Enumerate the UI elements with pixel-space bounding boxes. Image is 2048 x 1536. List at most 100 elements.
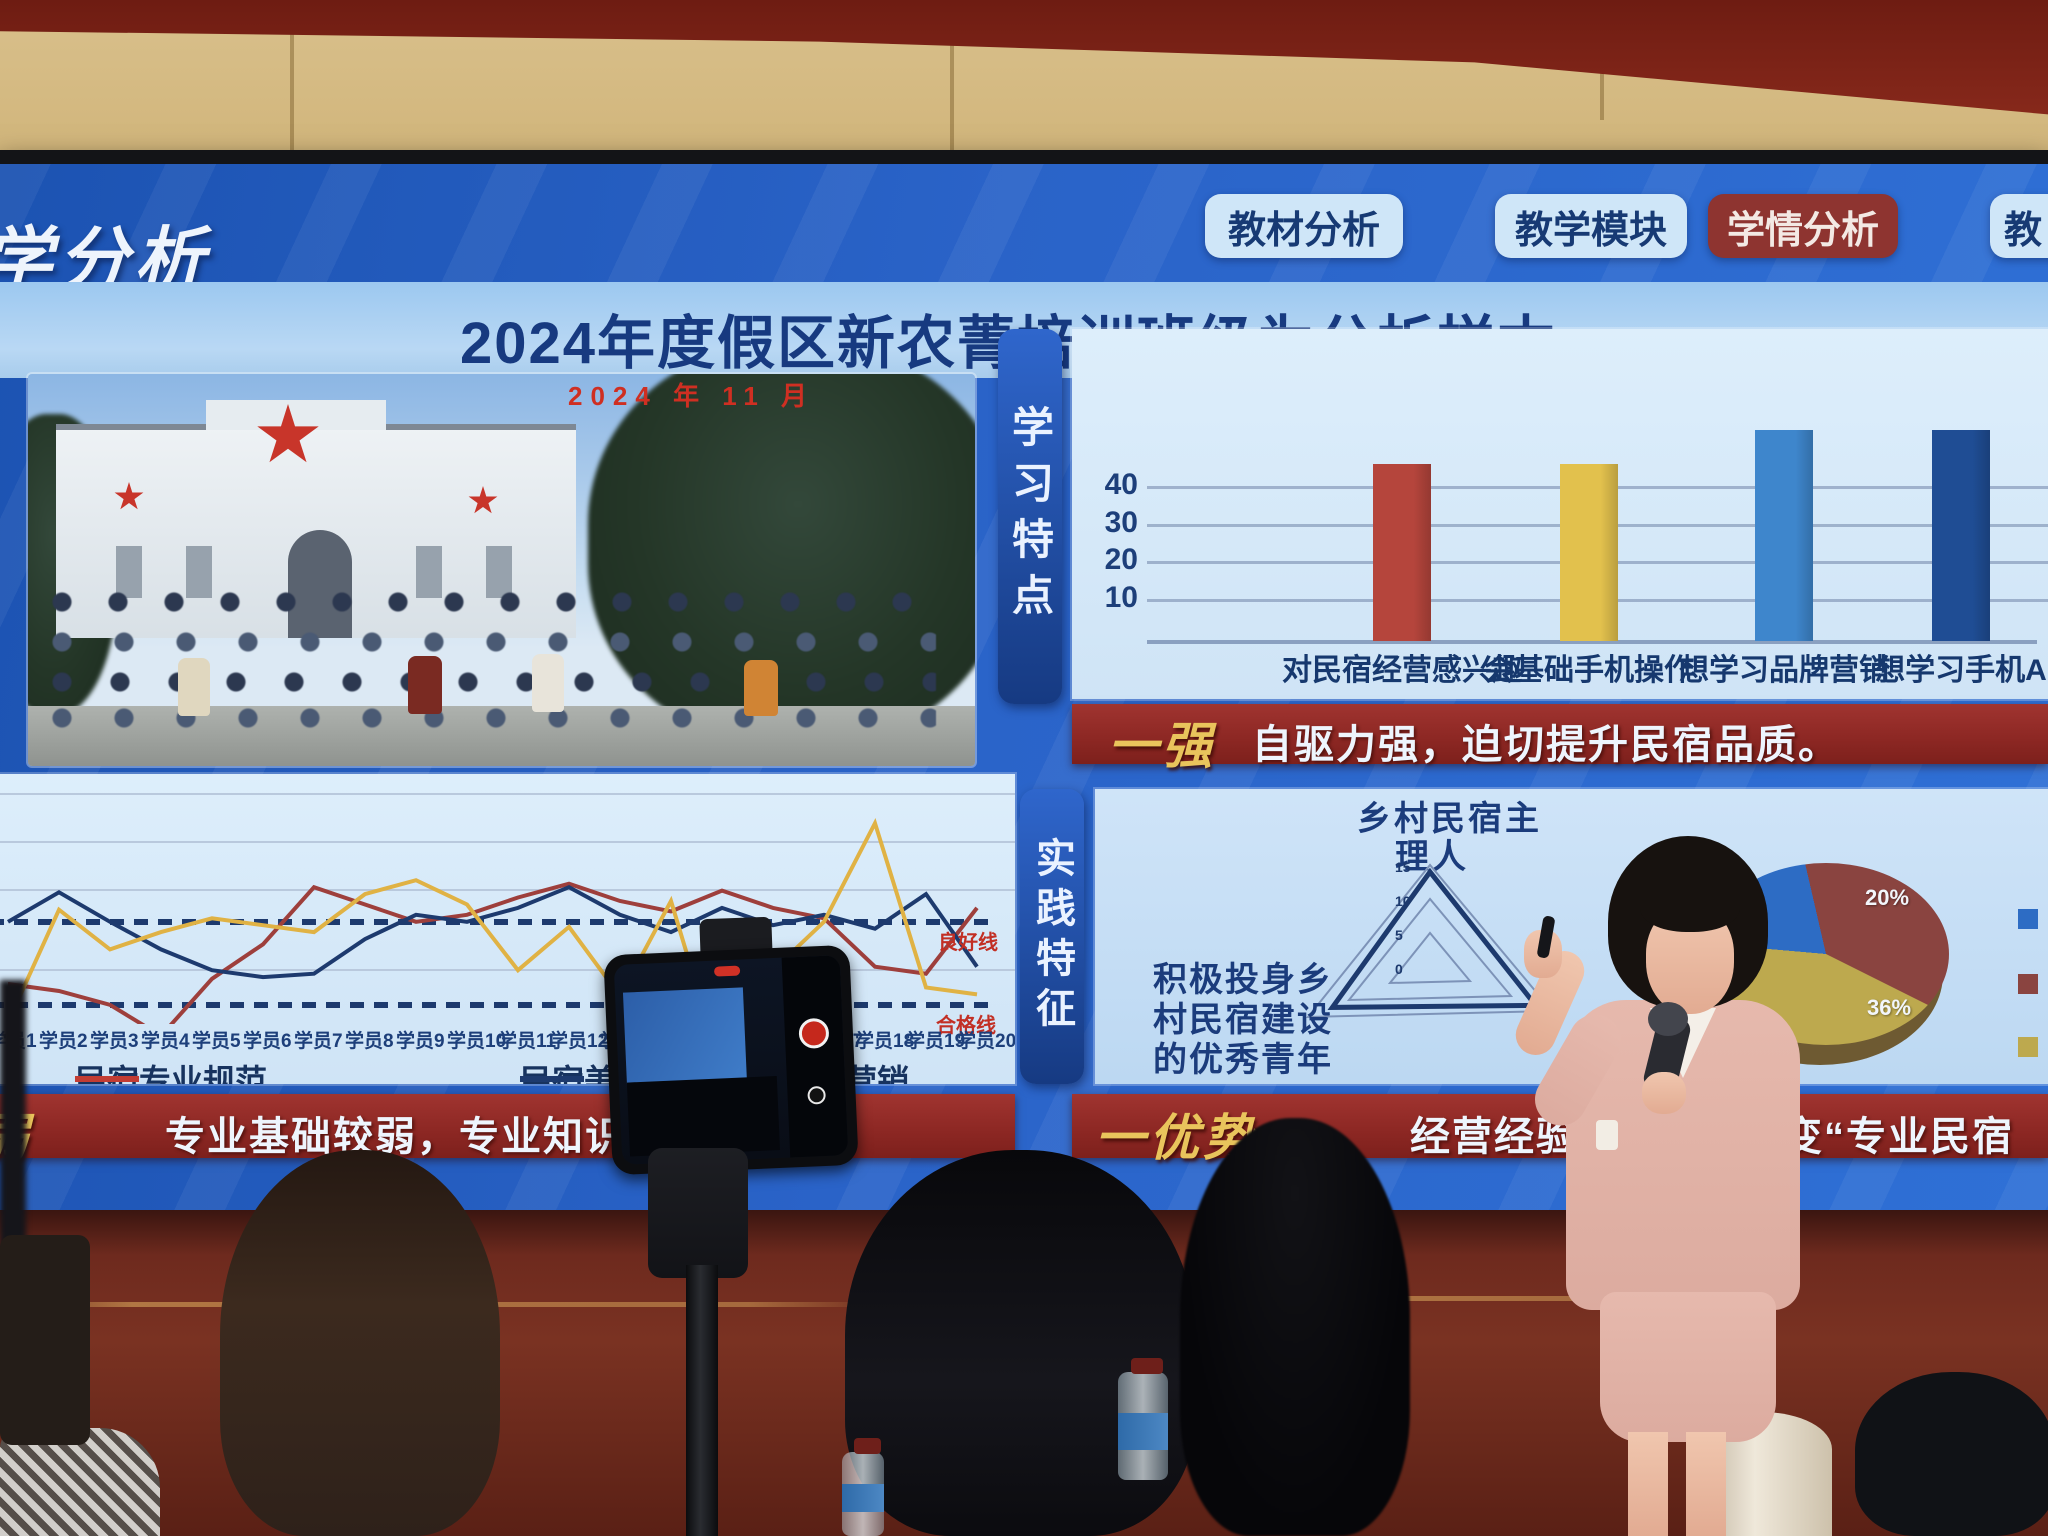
x-tick-label: 学员20 xyxy=(957,1031,1015,1052)
banner-weakness-text: 专业基础较弱，专业知识一知半解。 xyxy=(165,1115,837,1159)
presenter-leg xyxy=(1686,1432,1726,1536)
tab-partial[interactable]: 教 xyxy=(1990,194,2048,258)
presenter-left-hand xyxy=(1642,1072,1686,1114)
radar-tick-label: 15 xyxy=(1395,859,1411,875)
pie-legend-swatch-blue xyxy=(2018,909,2038,929)
bar-category-label: 对民宿经营感兴趣 xyxy=(1282,654,1522,687)
x-tick-label: 学员19 xyxy=(906,1031,966,1052)
pie-legend-swatch-yellow xyxy=(2018,1037,2038,1057)
audience-head-far-right xyxy=(1855,1372,2048,1536)
pie-legend-swatch-maroon xyxy=(2018,974,2038,994)
practice-side-text-3: 的优秀青年 xyxy=(1153,1041,1333,1079)
y-tick-label: 30 xyxy=(1104,506,1138,539)
line-chart-panel: 良好线 合格线 学员1学员2学员3学员4学员5学员6学员7学员8学员9学员10学… xyxy=(0,774,1015,1084)
x-tick-label: 学员18 xyxy=(855,1031,915,1052)
water-bottle xyxy=(1118,1358,1168,1480)
bar-baseline xyxy=(1147,640,2037,644)
audience-shoulder-houndstooth xyxy=(0,1428,160,1536)
bar-0 xyxy=(1373,464,1431,641)
radar-tick-label: 5 xyxy=(1395,927,1403,943)
legend-item: 民宿美学素养 xyxy=(520,1056,712,1084)
pass-line-label: 合格线 xyxy=(936,1015,996,1037)
wall-seam xyxy=(290,0,294,170)
presenter-leg xyxy=(1628,1432,1668,1536)
presenter-bangs xyxy=(1640,880,1740,932)
x-tick-label: 学员12 xyxy=(549,1031,609,1052)
legend-marker xyxy=(520,1076,584,1082)
group-photo: 2024 年 11 月 xyxy=(28,374,975,766)
photo-caption: 2024 年 11 月 xyxy=(568,381,815,411)
x-tick-label: 学员10 xyxy=(447,1031,507,1052)
radar-title-line1: 乡村民宿主 xyxy=(1357,800,1542,838)
wall-trim xyxy=(1250,1296,1670,1301)
audience-head-left xyxy=(220,1150,500,1536)
presenter-skirt xyxy=(1600,1292,1776,1442)
bar-category-label: 想学习品牌营销 xyxy=(1679,654,1889,687)
chair-back xyxy=(0,1235,90,1445)
radar-tick-label: 10 xyxy=(1395,893,1411,909)
radar-chart xyxy=(1305,863,1555,1019)
bottle-cap xyxy=(854,1438,882,1454)
pie-label-maroon: 36% xyxy=(1867,995,1912,1020)
banner-strength-tag: 一强 xyxy=(1108,718,1216,774)
radar-tick-label: 0 xyxy=(1395,961,1403,977)
series-营销 xyxy=(6,817,978,1024)
ribbon-study-traits: 学习特点 xyxy=(998,329,1062,704)
x-axis-labels: 学员1学员2学员3学员4学员5学员6学员7学员8学员9学员10学员11学员12学… xyxy=(0,1026,1015,1052)
legend-item: 民宿专业规范 xyxy=(75,1056,267,1084)
y-tick-label: 10 xyxy=(1104,581,1138,614)
audience-head-right-center xyxy=(1180,1118,1410,1536)
ribbon-study-label: 学习特点 xyxy=(1006,404,1054,629)
presenter xyxy=(1500,820,1840,1536)
bar-category-label: 会基础手机操作 xyxy=(1484,654,1694,687)
crowd-row xyxy=(36,702,936,766)
series-民宿美学素养 xyxy=(6,884,979,980)
person-white xyxy=(532,654,564,712)
x-tick-label: 学员8 xyxy=(345,1031,394,1052)
bar-chart-panel: 40 30 20 10 对民宿经营感兴趣 会基础手机操作 想学习品牌营销 想学习手机A xyxy=(1072,329,2048,699)
x-tick-label: 学员7 xyxy=(294,1031,343,1052)
y-tick-label: 20 xyxy=(1104,543,1138,576)
bar-category-label: 想学习手机A xyxy=(1875,654,2047,687)
bar-2 xyxy=(1755,430,1813,641)
practice-side-text-2: 村民宿建设 xyxy=(1153,1001,1333,1039)
bar-1 xyxy=(1560,464,1618,641)
wall-seam xyxy=(950,0,954,150)
banner-strength: 一强 自驱力强，迫切提升民宿品质。 xyxy=(1072,704,2048,774)
x-tick-label: 学员3 xyxy=(90,1031,139,1052)
building-parapet xyxy=(206,400,386,430)
bar-y-axis-labels: 40 30 20 10 xyxy=(1072,329,1152,699)
ribbon-practice-label: 实践特征 xyxy=(1030,836,1074,1037)
bottle-label xyxy=(842,1483,884,1513)
banner-strength-text: 自驱力强，迫切提升民宿品质。 xyxy=(1252,723,1840,767)
tab-teaching-modules[interactable]: 教学模块 xyxy=(1495,194,1687,258)
person-red xyxy=(408,656,442,714)
practice-side-text-1: 积极投身乡 xyxy=(1153,961,1333,999)
tab-textbook-analysis[interactable]: 教材分析 xyxy=(1205,194,1403,258)
presentation-screen: 学分析 教材分析 教学模块 学情分析 教 2024年度假区新农菁培训班级为分析样… xyxy=(0,150,2048,1215)
ribbon-practice-traits: 实践特征 xyxy=(1020,789,1084,1084)
tab-learner-analysis-active[interactable]: 学情分析 xyxy=(1708,194,1898,258)
banner-weakness: 弱 专业基础较弱，专业知识一知半解。 xyxy=(0,1094,1015,1166)
y-tick-label: 40 xyxy=(1104,468,1138,501)
person-cream xyxy=(178,658,210,716)
x-tick-label: 学员5 xyxy=(192,1031,241,1052)
legend-label: 营销 xyxy=(845,1063,910,1084)
bar-3 xyxy=(1932,430,1990,641)
bar-category-labels: 对民宿经营感兴趣 会基础手机操作 想学习品牌营销 想学习手机A xyxy=(1072,329,2048,699)
x-tick-label: 学员2 xyxy=(39,1031,88,1052)
bottle-cap xyxy=(1131,1358,1163,1374)
radar-tick-labels: 15 10 5 0 xyxy=(1395,857,1435,1032)
line-chart xyxy=(0,793,1015,1024)
x-tick-label: 学员9 xyxy=(396,1031,445,1052)
microphone-head xyxy=(1648,1002,1688,1036)
presenter-badge xyxy=(1596,1120,1618,1150)
person-orange xyxy=(744,660,778,716)
bottle-label xyxy=(1118,1413,1168,1450)
water-bottle-small xyxy=(842,1438,884,1536)
legend-marker xyxy=(75,1076,139,1082)
legend-item: 营销 xyxy=(845,1056,909,1084)
x-tick-label: 学员11 xyxy=(498,1031,557,1052)
good-line-label: 良好线 xyxy=(938,932,998,954)
